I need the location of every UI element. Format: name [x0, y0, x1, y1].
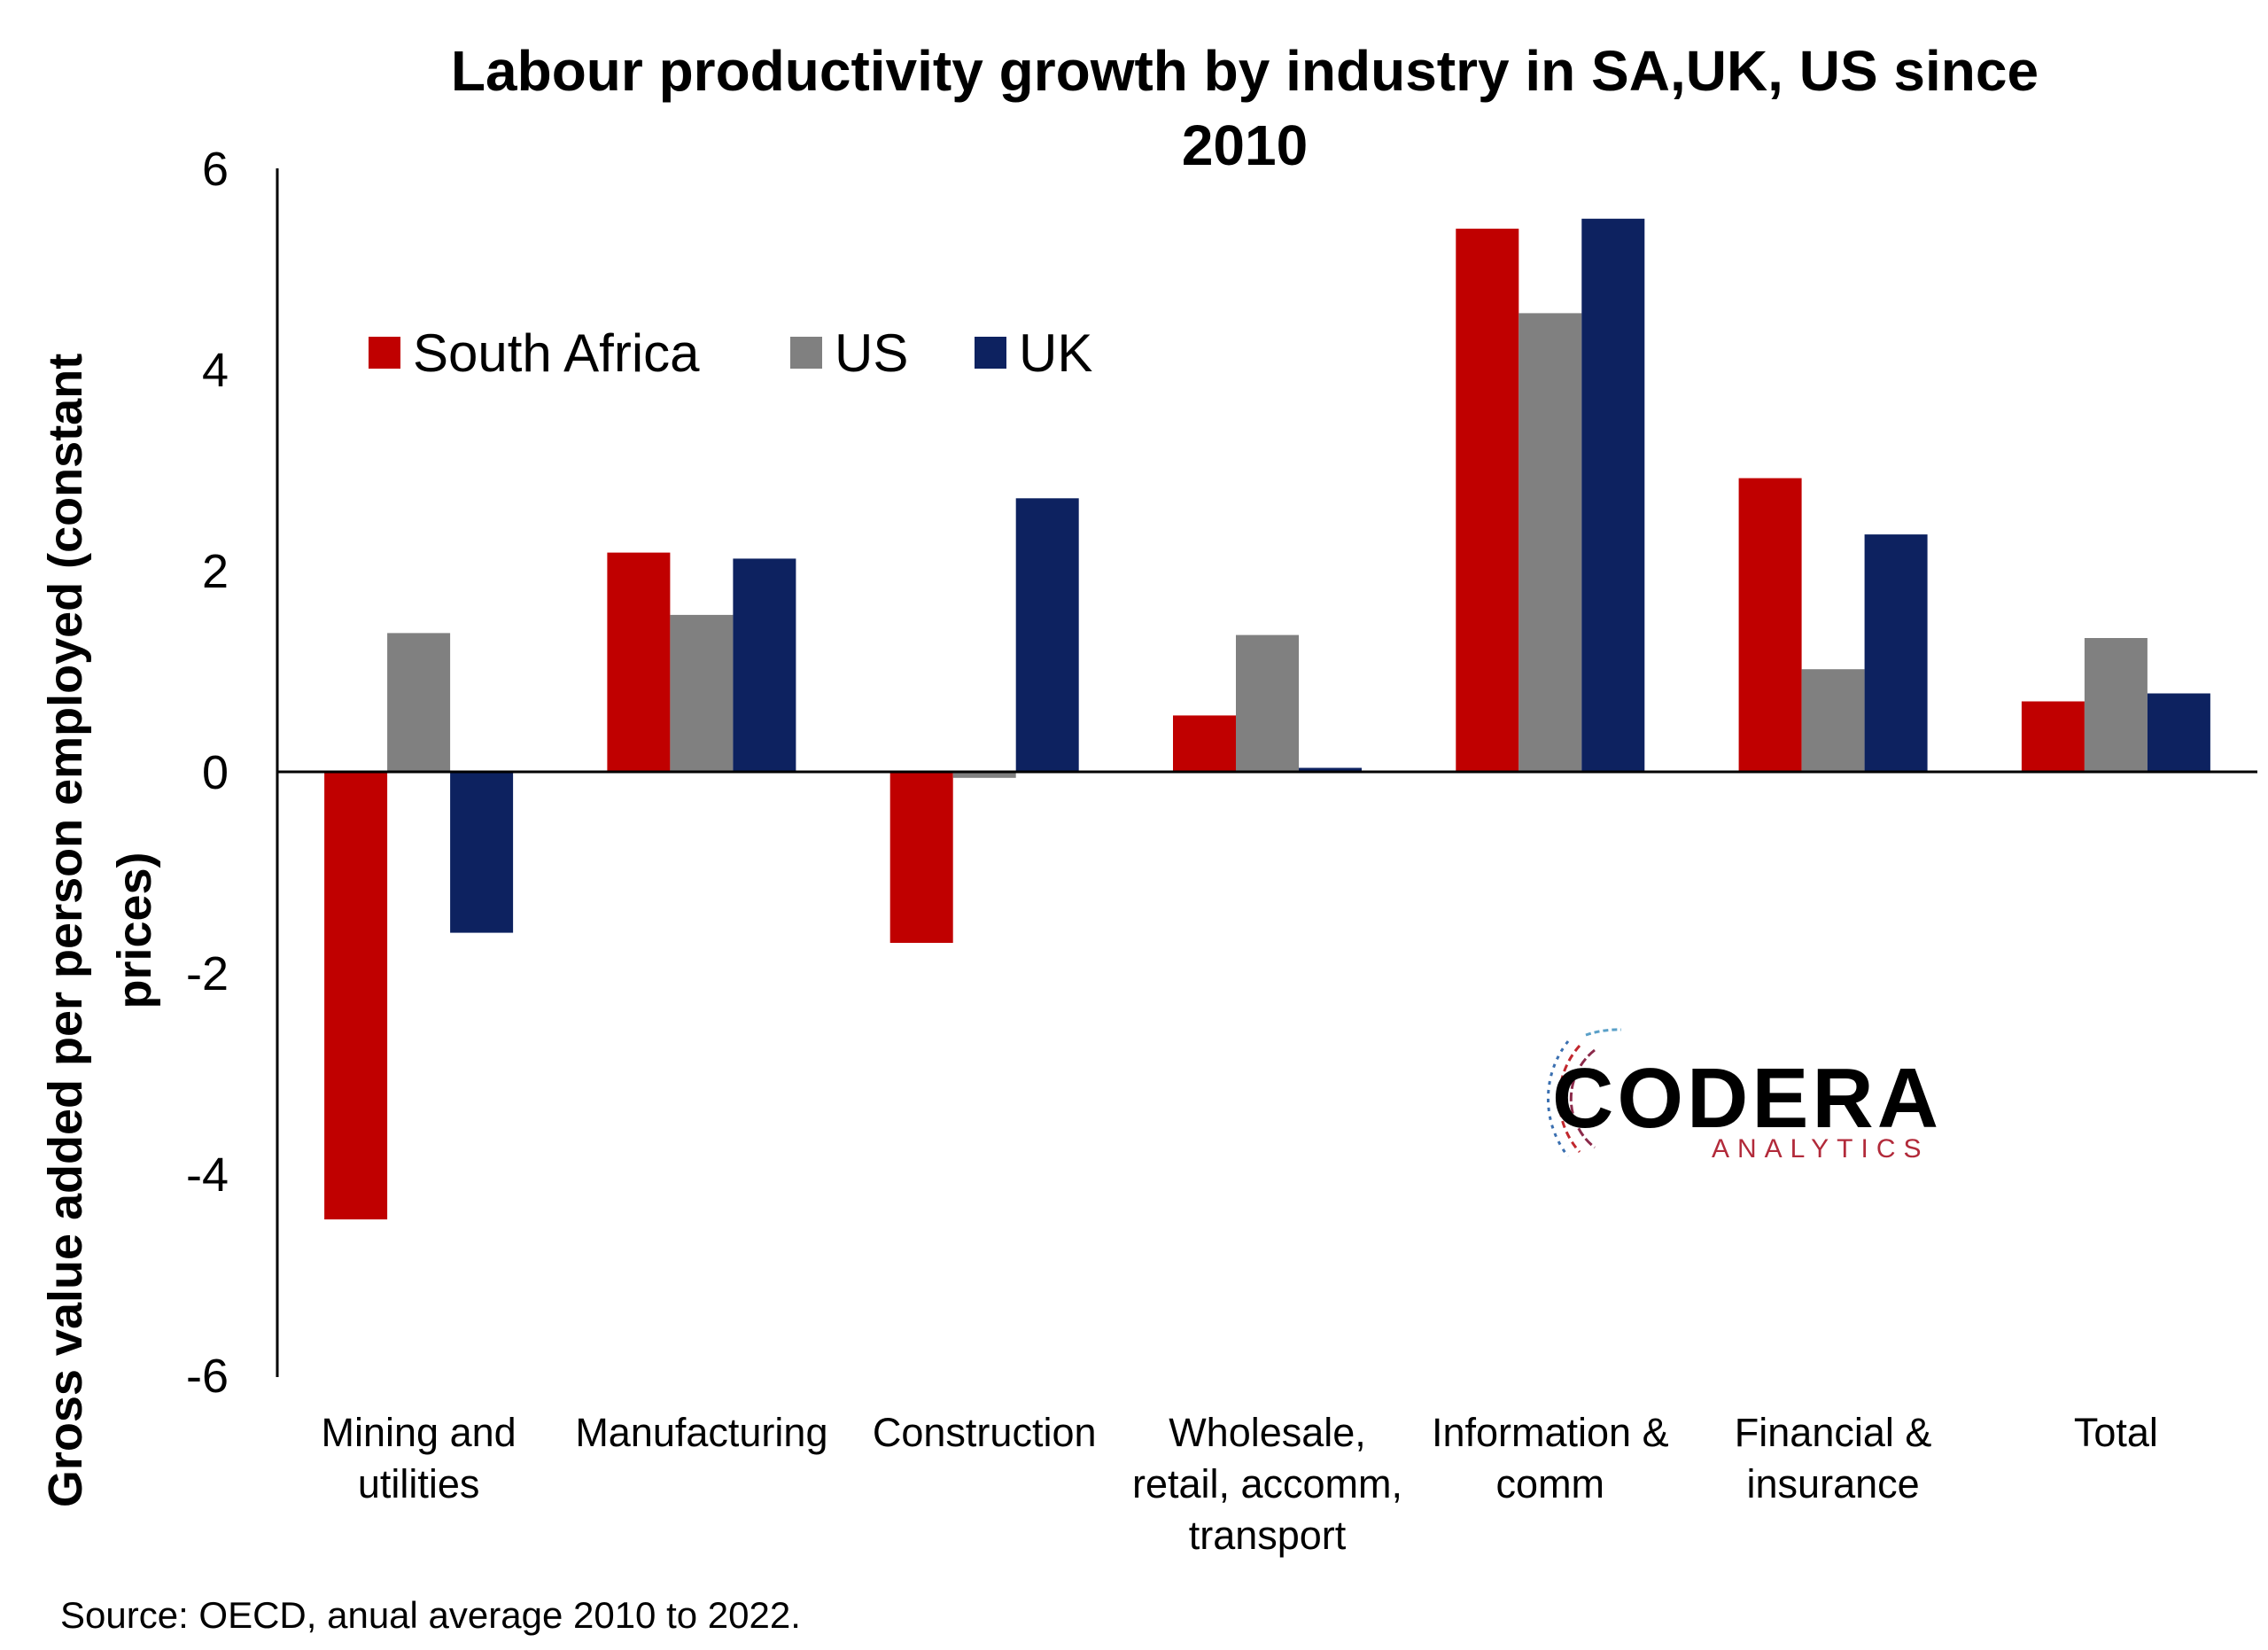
legend-swatch-uk — [975, 337, 1006, 369]
bar-uk-1 — [733, 558, 796, 772]
bar-south-africa-2 — [889, 772, 953, 943]
bar-south-africa-3 — [1173, 715, 1236, 772]
y-axis-label-line-2: prices) — [108, 852, 161, 1008]
y-tick-label: 4 — [202, 344, 229, 397]
legend-swatch-south-africa — [369, 337, 400, 369]
y-tick-label: 0 — [202, 746, 229, 799]
x-tick-label: Financial & — [1735, 1410, 1932, 1455]
bar-us-1 — [670, 614, 734, 772]
logo-name: CODERA — [1552, 1051, 1942, 1146]
legend-label-uk: UK — [1019, 323, 1092, 383]
axes — [276, 168, 2257, 1377]
y-tick-label: -6 — [186, 1350, 229, 1403]
bar-south-africa-1 — [607, 552, 671, 772]
y-axis-label-line-1: Gross value added per person employed (c… — [39, 354, 92, 1507]
x-tick-label: utilities — [358, 1461, 480, 1506]
y-tick-label: -2 — [186, 947, 229, 1000]
x-tick-label: Manufacturing — [575, 1410, 827, 1455]
bar-us-3 — [1236, 634, 1299, 772]
bar-uk-2 — [1015, 498, 1079, 772]
bar-south-africa-4 — [1456, 229, 1519, 773]
bar-us-5 — [1801, 669, 1865, 772]
bars — [324, 218, 2210, 1220]
logo-subtitle: ANALYTICS — [1712, 1134, 1930, 1164]
chart-title: Labour productivity growth by industry i… — [451, 39, 2039, 177]
y-axis-label: Gross value added per person employed (c… — [39, 354, 161, 1507]
bar-south-africa-5 — [1738, 478, 1802, 772]
bar-south-africa-6 — [2021, 701, 2085, 772]
x-tick-label: Information & — [1432, 1410, 1669, 1455]
bar-south-africa-0 — [324, 772, 388, 1220]
category-labels: Mining and utilities Manufacturing Construc… — [322, 1410, 2158, 1558]
bar-uk-3 — [1299, 767, 1362, 772]
x-tick-label: Mining and — [322, 1410, 517, 1455]
y-tick-label: 2 — [202, 545, 229, 598]
bar-uk-4 — [1581, 218, 1645, 773]
legend-label-south-africa: South Africa — [413, 323, 700, 383]
y-tick-label: -4 — [186, 1148, 229, 1202]
legend-swatch-us — [790, 337, 822, 369]
bar-uk-6 — [2147, 693, 2210, 772]
chart-title-line-2: 2010 — [1182, 113, 1308, 177]
x-tick-label: comm — [1496, 1461, 1605, 1506]
x-tick-label: transport — [1189, 1513, 1347, 1558]
bar-us-4 — [1518, 313, 1582, 772]
x-tick-label: retail, accomm, — [1132, 1461, 1402, 1506]
x-tick-label: Construction — [873, 1410, 1097, 1455]
chart-title-line-1: Labour productivity growth by industry i… — [451, 39, 2039, 103]
bar-us-2 — [952, 772, 1016, 778]
codera-logo: CODERA ANALYTICS — [1547, 1028, 1942, 1164]
x-tick-label: Wholesale, — [1169, 1410, 1366, 1455]
logo-mark — [1547, 1028, 1622, 1157]
y-tick-label: 6 — [202, 143, 229, 196]
x-tick-label: insurance — [1747, 1461, 1920, 1506]
y-axis-ticks: 6 4 2 0 -2 -4 -6 — [186, 143, 229, 1403]
legend: South Africa US UK — [369, 323, 1092, 383]
bar-uk-0 — [450, 772, 514, 933]
bar-uk-5 — [1864, 534, 1928, 772]
x-tick-label: Total — [2074, 1410, 2158, 1455]
source-note: Source: OECD, anual average 2010 to 2022… — [60, 1594, 801, 1636]
legend-label-us: US — [835, 323, 908, 383]
bar-us-0 — [387, 633, 451, 772]
bar-us-6 — [2084, 638, 2148, 772]
